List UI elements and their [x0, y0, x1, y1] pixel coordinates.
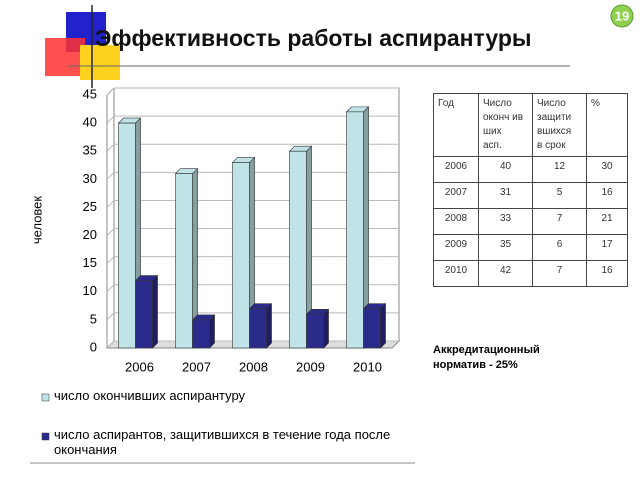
- legend-swatch: [41, 432, 50, 441]
- table-header: Год Число оконч ив ших асп. Число защити в…: [433, 93, 628, 157]
- table-cell: 2008: [433, 208, 479, 235]
- bar: [249, 308, 267, 349]
- table-cell: 16: [586, 182, 628, 209]
- table-cell: Число защити вшихся в срок: [532, 93, 587, 157]
- bar: [363, 308, 381, 349]
- page-badge: [610, 4, 634, 28]
- bar-side: [380, 302, 386, 349]
- table-cell: %: [586, 93, 628, 157]
- table-cell: 6: [532, 234, 587, 261]
- y-tick-label: 15: [83, 255, 97, 270]
- bar: [346, 111, 364, 349]
- table-cell: 2007: [433, 182, 479, 209]
- y-axis-label: человек: [29, 196, 44, 245]
- table-cell: 7: [532, 260, 587, 287]
- bar-side: [266, 302, 272, 349]
- table-cell: Число оконч ив ших асп.: [478, 93, 533, 157]
- table-cell: 33: [478, 208, 533, 235]
- y-tick-label: 30: [83, 171, 97, 186]
- table-cell: 35: [478, 234, 533, 261]
- table-cell: 30: [586, 156, 628, 183]
- legend-label: число аспирантов, защитившихся в течение…: [54, 427, 391, 457]
- table-row: 2009 35 6 17: [433, 234, 628, 261]
- x-tick-label: 2009: [296, 359, 325, 374]
- table-row: 2006 40 12 30: [433, 156, 628, 183]
- table-cell: 2010: [433, 260, 479, 287]
- table-cell: Год: [433, 93, 479, 157]
- bar: [289, 150, 307, 349]
- y-tick-label: 0: [90, 339, 97, 354]
- bar-side: [323, 308, 329, 349]
- table-row: 2010 42 7 16: [433, 260, 628, 287]
- bar: [135, 280, 153, 349]
- table-cell: 2009: [433, 234, 479, 261]
- table-row: 2008 33 7 21: [433, 208, 628, 235]
- legend-label: число окончивших аспирантуру: [54, 388, 246, 403]
- table-cell: 2006: [433, 156, 479, 183]
- deco-square: [45, 38, 85, 76]
- y-tick-label: 20: [83, 227, 97, 242]
- table-cell: 31: [478, 182, 533, 209]
- annotation: Аккредитационный норматив - 25%: [433, 344, 540, 371]
- x-tick-label: 2010: [353, 359, 382, 374]
- y-tick-label: 5: [90, 311, 97, 326]
- slide-title: Эффективность работы аспирантуры: [95, 25, 532, 51]
- grid-line: [106, 143, 399, 152]
- bar: [232, 162, 250, 349]
- deco-square: [80, 45, 120, 80]
- y-tick-label: 45: [83, 86, 97, 101]
- table-cell: 40: [478, 156, 533, 183]
- table-cell: 17: [586, 234, 628, 261]
- bar: [306, 313, 324, 349]
- table-cell: 7: [532, 208, 587, 235]
- bar: [175, 173, 193, 349]
- legend-entry: число окончивших аспирантуру: [54, 388, 246, 403]
- bar-side: [209, 314, 215, 349]
- x-tick-label: 2007: [182, 359, 211, 374]
- bar: [118, 122, 136, 349]
- bar: [192, 319, 210, 349]
- table-row: 2007 31 5 16: [433, 182, 628, 209]
- x-tick-label: 2006: [125, 359, 154, 374]
- y-tick-label: 10: [83, 283, 97, 298]
- data-table: Год Число оконч ив ших асп. Число защити в…: [433, 93, 628, 287]
- table-cell: 5: [532, 182, 587, 209]
- page-number: 19: [615, 8, 629, 23]
- table-cell: 12: [532, 156, 587, 183]
- y-tick-label: 25: [83, 199, 97, 214]
- grid-line: [106, 87, 399, 96]
- bar-side: [152, 274, 158, 349]
- table-cell: 42: [478, 260, 533, 287]
- grid-line: [106, 115, 399, 124]
- x-tick-label: 2008: [239, 359, 268, 374]
- legend-swatch: [41, 393, 50, 402]
- table-cell: 21: [586, 208, 628, 235]
- y-tick-label: 35: [83, 143, 97, 158]
- y-tick-label: 40: [83, 115, 97, 130]
- legend-entry: число аспирантов, защитившихся в течение…: [54, 427, 391, 457]
- table-cell: 16: [586, 260, 628, 287]
